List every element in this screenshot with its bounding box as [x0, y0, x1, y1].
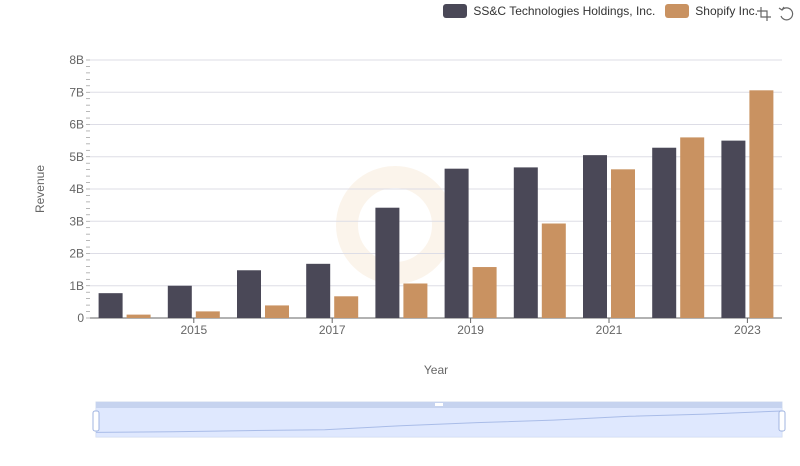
x-tick-label: 2019 [457, 323, 484, 337]
bar-shopify-2017[interactable] [334, 296, 359, 318]
x-tick-label: 2017 [319, 323, 346, 337]
bar-shopify-2022[interactable] [680, 137, 705, 318]
y-tick-label: 6B [69, 118, 84, 132]
legend-item-ssc[interactable]: SS&C Technologies Holdings, Inc. [443, 4, 655, 18]
y-tick-label: 1B [69, 279, 84, 293]
bar-shopify-2020[interactable] [541, 223, 566, 318]
bar-ssc-2022[interactable] [652, 147, 677, 318]
x-axis-title: Year [424, 363, 448, 377]
bar-ssc-2015[interactable] [167, 285, 192, 318]
data-zoom-handle-left[interactable] [92, 410, 100, 432]
y-tick-label: 5B [69, 150, 84, 164]
data-zoom-grip[interactable] [435, 403, 443, 406]
bar-ssc-2019[interactable] [444, 168, 469, 318]
bar-shopify-2023[interactable] [749, 90, 774, 318]
x-tick-label: 2021 [596, 323, 623, 337]
bar-ssc-2023[interactable] [721, 140, 746, 318]
bar-shopify-2021[interactable] [611, 169, 635, 318]
y-tick-label: 4B [69, 182, 84, 196]
data-zoom-preview-line [95, 410, 783, 433]
y-tick-label: 0 [77, 311, 84, 325]
toolbox [756, 6, 794, 22]
y-tick-label: 2B [69, 247, 84, 261]
restore-icon[interactable] [778, 6, 794, 22]
bar-ssc-2016[interactable] [237, 270, 261, 318]
bar-shopify-2015[interactable] [195, 311, 220, 318]
legend-item-shopify[interactable]: Shopify Inc. [665, 4, 758, 18]
bar-shopify-2016[interactable] [265, 305, 289, 318]
y-tick-label: 3B [69, 214, 84, 228]
bar-ssc-2017[interactable] [306, 263, 331, 318]
legend: SS&C Technologies Holdings, Inc. Shopify… [443, 4, 758, 18]
legend-label-ssc: SS&C Technologies Holdings, Inc. [473, 4, 656, 18]
zoom-icon[interactable] [756, 6, 772, 22]
x-tick-label: 2015 [180, 323, 207, 337]
bar-ssc-2021[interactable] [583, 155, 607, 318]
legend-swatch-shopify [665, 4, 690, 18]
y-axis-title: Revenue [33, 165, 47, 213]
legend-swatch-ssc [443, 4, 468, 18]
bar-shopify-2014[interactable] [126, 314, 151, 318]
bar-ssc-2020[interactable] [513, 167, 538, 318]
bar-shopify-2019[interactable] [472, 267, 497, 318]
legend-label-shopify: Shopify Inc. [695, 4, 758, 18]
bar-shopify-2018[interactable] [403, 283, 428, 318]
bar-ssc-2014[interactable] [98, 293, 123, 318]
data-zoom-handle-right[interactable] [778, 410, 786, 432]
y-tick-label: 8B [69, 53, 84, 67]
y-tick-label: 7B [69, 85, 84, 99]
bar-ssc-2018[interactable] [375, 207, 400, 318]
x-tick-label: 2023 [734, 323, 761, 337]
